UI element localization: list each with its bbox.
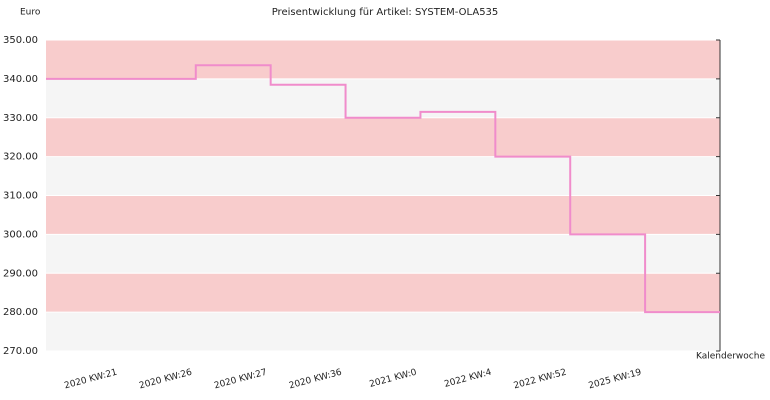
y-tick-label: 280.00 [3, 307, 38, 318]
y-tick-label: 270.00 [3, 346, 38, 357]
y-axis-title: Euro [20, 8, 41, 18]
price-line [46, 64, 720, 314]
y-tick-label: 300.00 [3, 229, 38, 240]
y-tick-label: 330.00 [3, 113, 38, 124]
band [46, 234, 720, 274]
y-tick-label: 320.00 [3, 152, 38, 163]
chart-title: Preisentwicklung für Artikel: SYSTEM-OLA… [272, 7, 499, 18]
x-tick-label: 2022 KW:52 [513, 368, 568, 392]
x-tick-label: 2020 KW:36 [288, 368, 343, 392]
band [46, 273, 720, 313]
x-tick-label: 2022 KW:4 [443, 368, 493, 390]
x-tick-label: 2020 KW:26 [138, 368, 193, 392]
y-tick-label: 290.00 [3, 268, 38, 279]
band [46, 78, 720, 118]
y-tick-label: 340.00 [3, 74, 38, 85]
band [46, 40, 720, 79]
y-tick-label: 350.00 [3, 35, 38, 46]
band [46, 117, 720, 157]
band [46, 195, 720, 235]
x-tick-label: 2020 KW:27 [213, 368, 268, 392]
band [46, 156, 720, 196]
x-tick-label: 2025 KW:19 [588, 368, 643, 392]
y-tick-label: 310.00 [3, 191, 38, 202]
x-tick-label: 2021 KW:0 [368, 368, 418, 390]
x-tick-label: 2020 KW:21 [63, 368, 118, 392]
band [46, 312, 720, 351]
x-axis-title: Kalenderwoche [696, 352, 765, 362]
